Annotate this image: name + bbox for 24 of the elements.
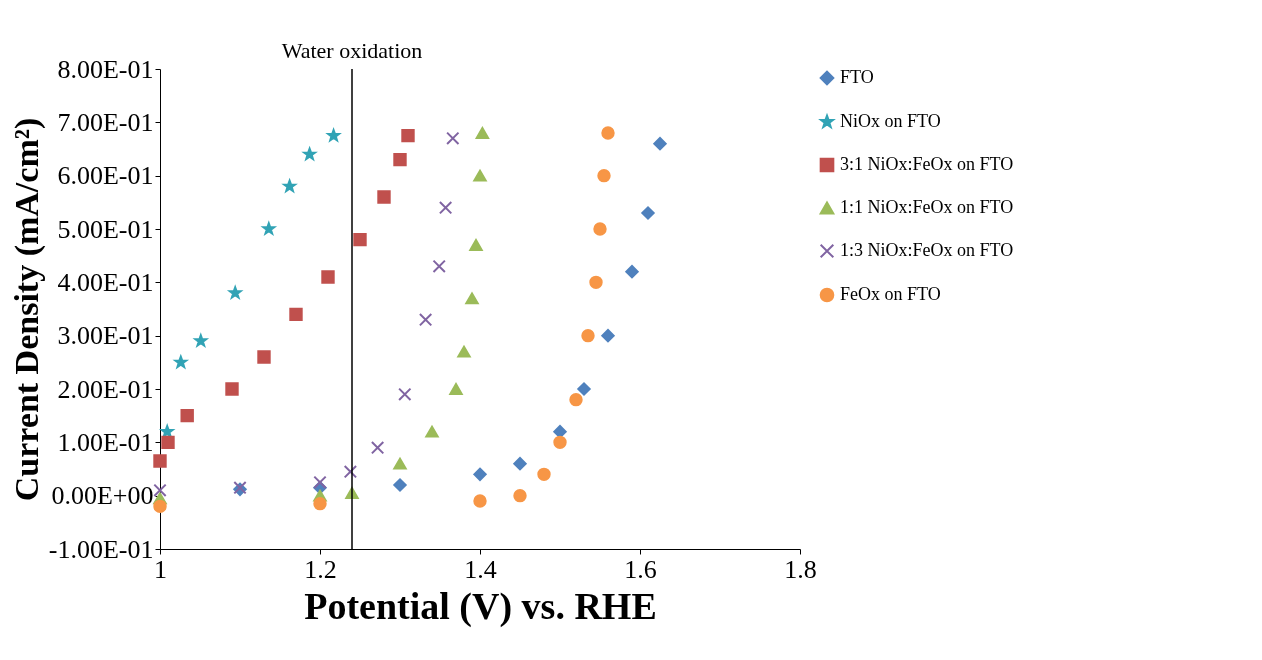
legend-label: FTO <box>840 67 874 87</box>
x-tick-label: 1.8 <box>784 554 817 584</box>
x-tick-label: 1 <box>154 554 167 584</box>
y-tick-label: 8.00E-01 <box>57 54 154 84</box>
x-tick-label: 1.2 <box>304 554 337 584</box>
y-tick-label: 1.00E-01 <box>57 427 154 457</box>
legend-label: 1:3 NiOx:FeOx on FTO <box>840 240 1014 260</box>
y-tick-label: 5.00E-01 <box>57 214 154 244</box>
y-tick-label: 6.00E-01 <box>57 161 154 191</box>
legend-label: 3:1 NiOx:FeOx on FTO <box>840 154 1014 174</box>
y-tick-label: 4.00E-01 <box>57 267 154 297</box>
legend-label: NiOx on FTO <box>840 111 941 131</box>
x-axis-title: Potential (V) vs. RHE <box>304 584 657 628</box>
y-tick-label: 7.00E-01 <box>57 107 154 137</box>
x-tick-label: 1.6 <box>624 554 657 584</box>
y-tick-label: 2.00E-01 <box>57 374 154 404</box>
legend-label: 1:1 NiOx:FeOx on FTO <box>840 197 1014 217</box>
y-tick-label: -1.00E-01 <box>48 534 154 564</box>
y-tick-label: 3.00E-01 <box>57 321 154 351</box>
legend-label: FeOx on FTO <box>840 284 941 304</box>
y-axis-title: Current Density (mA/cm²) <box>7 117 46 502</box>
y-tick-label: 0.00E+00 <box>51 481 154 511</box>
ref-line-label: Water oxidation <box>281 38 423 63</box>
x-tick-label: 1.4 <box>464 554 497 584</box>
